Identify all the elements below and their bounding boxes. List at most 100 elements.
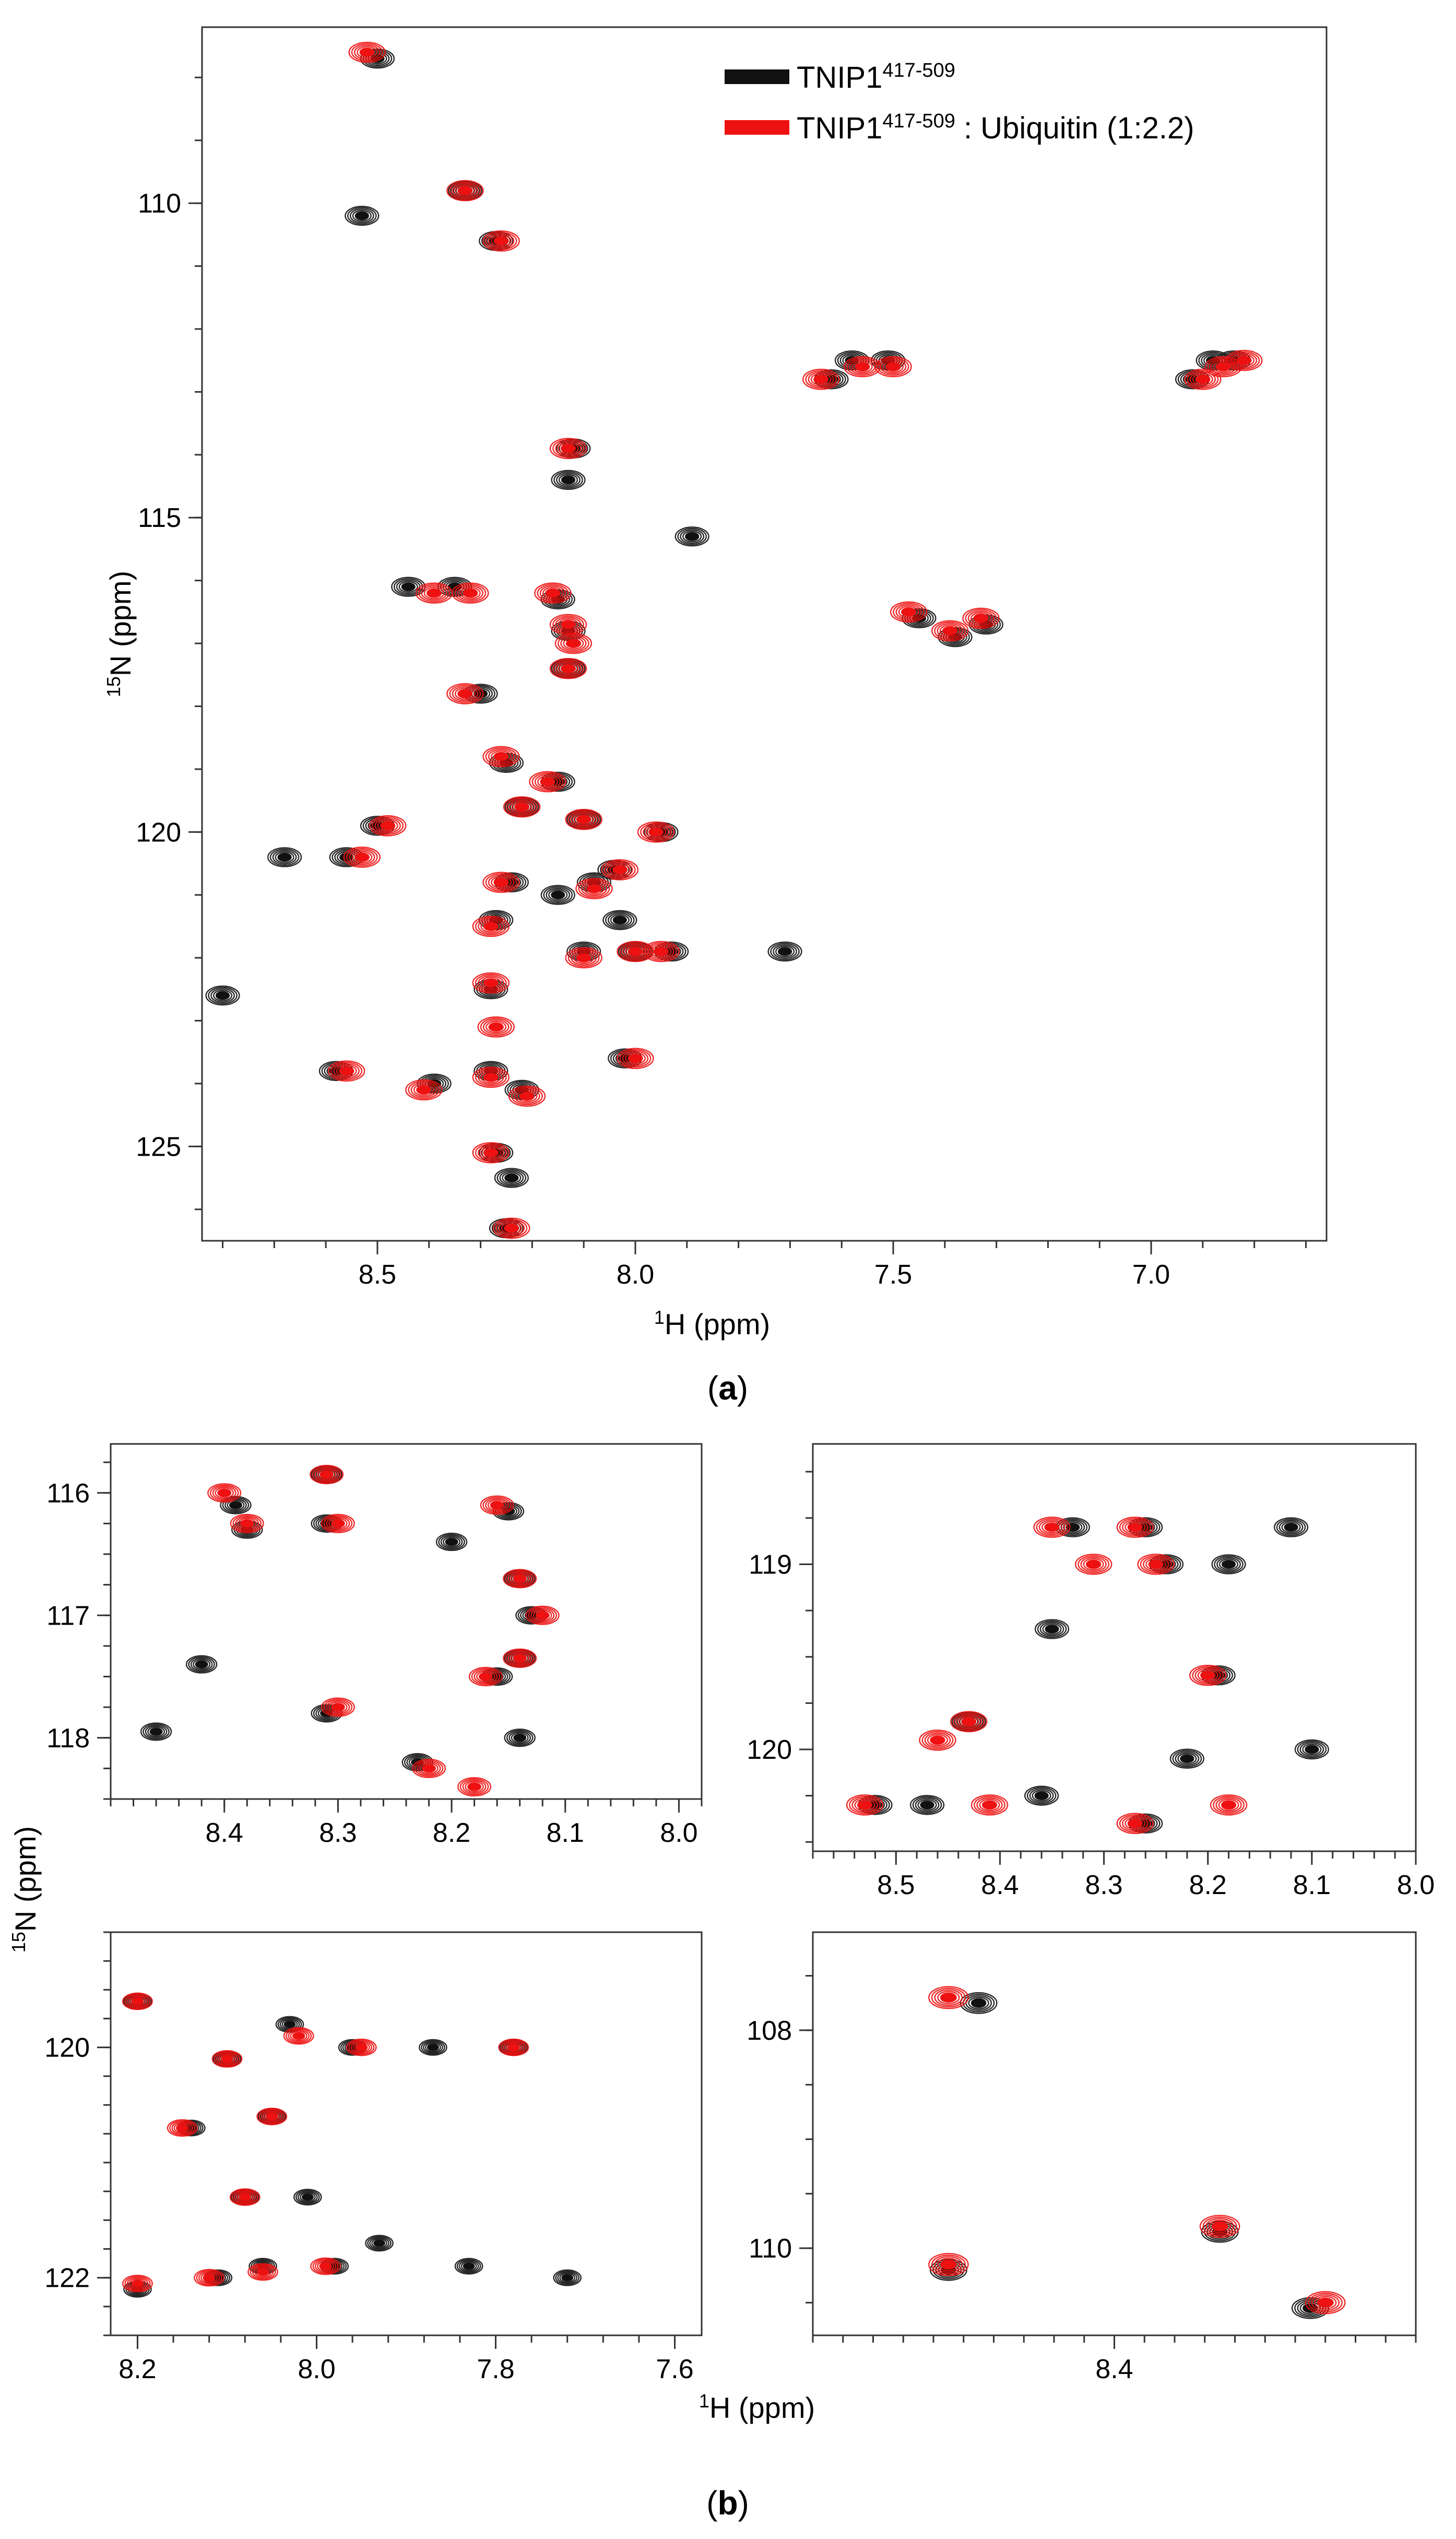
panel-b4-peaks	[928, 1986, 1346, 2319]
peak-bound	[565, 808, 602, 830]
panel-b-x-axis-title: 1H (ppm)	[699, 2390, 815, 2425]
x-tick-label: 8.1	[547, 1818, 584, 1848]
peak-bound	[468, 1666, 503, 1687]
peak-bound	[575, 878, 613, 899]
peak-bound	[229, 2188, 261, 2206]
peak-free	[504, 1729, 536, 1747]
peak-bound	[1074, 1554, 1112, 1575]
peak-bound	[549, 614, 587, 636]
x-tick-label: 8.2	[1189, 1870, 1227, 1900]
peak-free	[1294, 1739, 1329, 1760]
peak-bound	[472, 972, 510, 994]
y-tick-label: 119	[749, 1549, 792, 1580]
x-tick-label: 8.4	[1095, 2354, 1133, 2384]
panel-a-ticks: 8.5 8.0 7.5 7.0 110 115 120 125	[136, 76, 1307, 1290]
peak-bound	[310, 2257, 341, 2275]
peak-bound	[529, 771, 566, 793]
peak-bound	[503, 796, 541, 818]
panel-b4-frame	[812, 1931, 1417, 2336]
peak-free	[602, 910, 637, 931]
y-tick-label: 110	[138, 189, 181, 219]
peak-bound	[642, 941, 680, 962]
peak-bound	[508, 1085, 546, 1107]
panel-b2: 8.5 8.4 8.3 8.2 8.1 8.0 119 120	[747, 1443, 1435, 1900]
peak-bound	[310, 1465, 344, 1485]
panel-a-peaks	[205, 41, 1263, 1239]
peak-free	[494, 1168, 529, 1188]
x-tick-label: 8.0	[1397, 1870, 1435, 1900]
caption-b: (b)	[706, 2484, 749, 2522]
peak-free	[1034, 1619, 1070, 1639]
peak-free	[391, 577, 426, 597]
peak-bound	[890, 601, 928, 623]
peak-bound	[1116, 1517, 1154, 1538]
peak-bound	[348, 41, 386, 63]
panel-b4-ticks: 8.4 108 110	[747, 1974, 1417, 2384]
peak-bound	[931, 620, 969, 642]
peak-bound	[412, 1758, 446, 1778]
peak-bound	[565, 947, 602, 969]
x-tick-label: 8.0	[298, 2354, 335, 2384]
x-tick-label: 8.4	[981, 1870, 1019, 1900]
panel-a-frame	[201, 26, 1328, 1242]
peak-bound	[446, 180, 484, 202]
x-tick-label: 7.0	[1132, 1260, 1170, 1290]
peak-free	[553, 2269, 582, 2286]
peak-free	[205, 985, 240, 1006]
panel-a-x-axis-title: 1H (ppm)	[654, 1307, 770, 1341]
x-tick-label: 8.2	[119, 2354, 156, 2384]
peak-bound	[369, 815, 407, 837]
y-tick-label: 115	[138, 503, 181, 533]
peak-bound	[1210, 1794, 1248, 1816]
panel-b4: 8.4 108 110	[747, 1931, 1417, 2384]
peak-bound	[1137, 1554, 1175, 1575]
peak-bound	[637, 821, 675, 843]
peak-free	[140, 1722, 172, 1741]
peak-bound	[846, 1794, 884, 1816]
y-tick-label: 122	[44, 2263, 90, 2294]
peak-free	[551, 469, 586, 490]
peak-bound	[230, 1513, 264, 1534]
y-tick-label: 125	[136, 1132, 181, 1162]
peak-free	[1169, 1748, 1204, 1769]
panel-b-y-axis-title: 15N (ppm)	[8, 1826, 42, 1953]
y-tick-label: 118	[46, 1723, 90, 1754]
panel-b3: 8.2 8.0 7.8 7.6 120 122	[44, 1931, 703, 2384]
peak-bound	[1225, 349, 1263, 371]
peak-bound	[346, 2038, 377, 2056]
y-tick-label: 120	[747, 1735, 792, 1765]
panel-b2-peaks	[846, 1517, 1329, 1835]
panel-a: 8.5 8.0 7.5 7.0 110 115 120 125 15N (ppm) 1H (p…	[103, 26, 1328, 1407]
legend-label-bound: TNIP1417-509 : Ubiquitin (1:2.2)	[797, 110, 1194, 145]
peak-bound	[452, 582, 489, 604]
legend: TNIP1417-509 TNIP1417-509 : Ubiquitin (1…	[725, 60, 1194, 145]
peak-bound	[446, 683, 484, 704]
peak-bound	[950, 1711, 988, 1733]
peak-bound	[211, 2050, 243, 2068]
peak-bound	[472, 1142, 510, 1163]
y-tick-label: 116	[46, 1478, 90, 1509]
peak-bound	[457, 1777, 492, 1797]
x-tick-label: 7.5	[874, 1260, 912, 1290]
peak-bound	[343, 847, 381, 868]
peak-free	[1273, 1517, 1309, 1537]
peak-free	[1024, 1785, 1059, 1806]
peak-free	[293, 2189, 322, 2206]
peak-bound	[962, 607, 1000, 629]
peak-free	[365, 2235, 394, 2252]
y-tick-label: 110	[749, 2234, 792, 2264]
peak-free	[960, 1992, 998, 2014]
x-tick-label: 7.6	[656, 2354, 693, 2384]
peak-free	[674, 526, 709, 547]
peak-bound	[617, 941, 654, 962]
x-tick-label: 8.4	[206, 1818, 243, 1848]
panel-b2-ticks: 8.5 8.4 8.3 8.2 8.1 8.0 119 120	[747, 1471, 1435, 1900]
peak-bound	[503, 1648, 537, 1668]
peak-bound	[482, 230, 520, 252]
peak-bound	[327, 1060, 365, 1082]
panel-b2-frame	[812, 1443, 1417, 1852]
peak-free	[540, 885, 575, 905]
peak-bound	[477, 1016, 515, 1038]
peak-bound	[405, 1079, 443, 1101]
